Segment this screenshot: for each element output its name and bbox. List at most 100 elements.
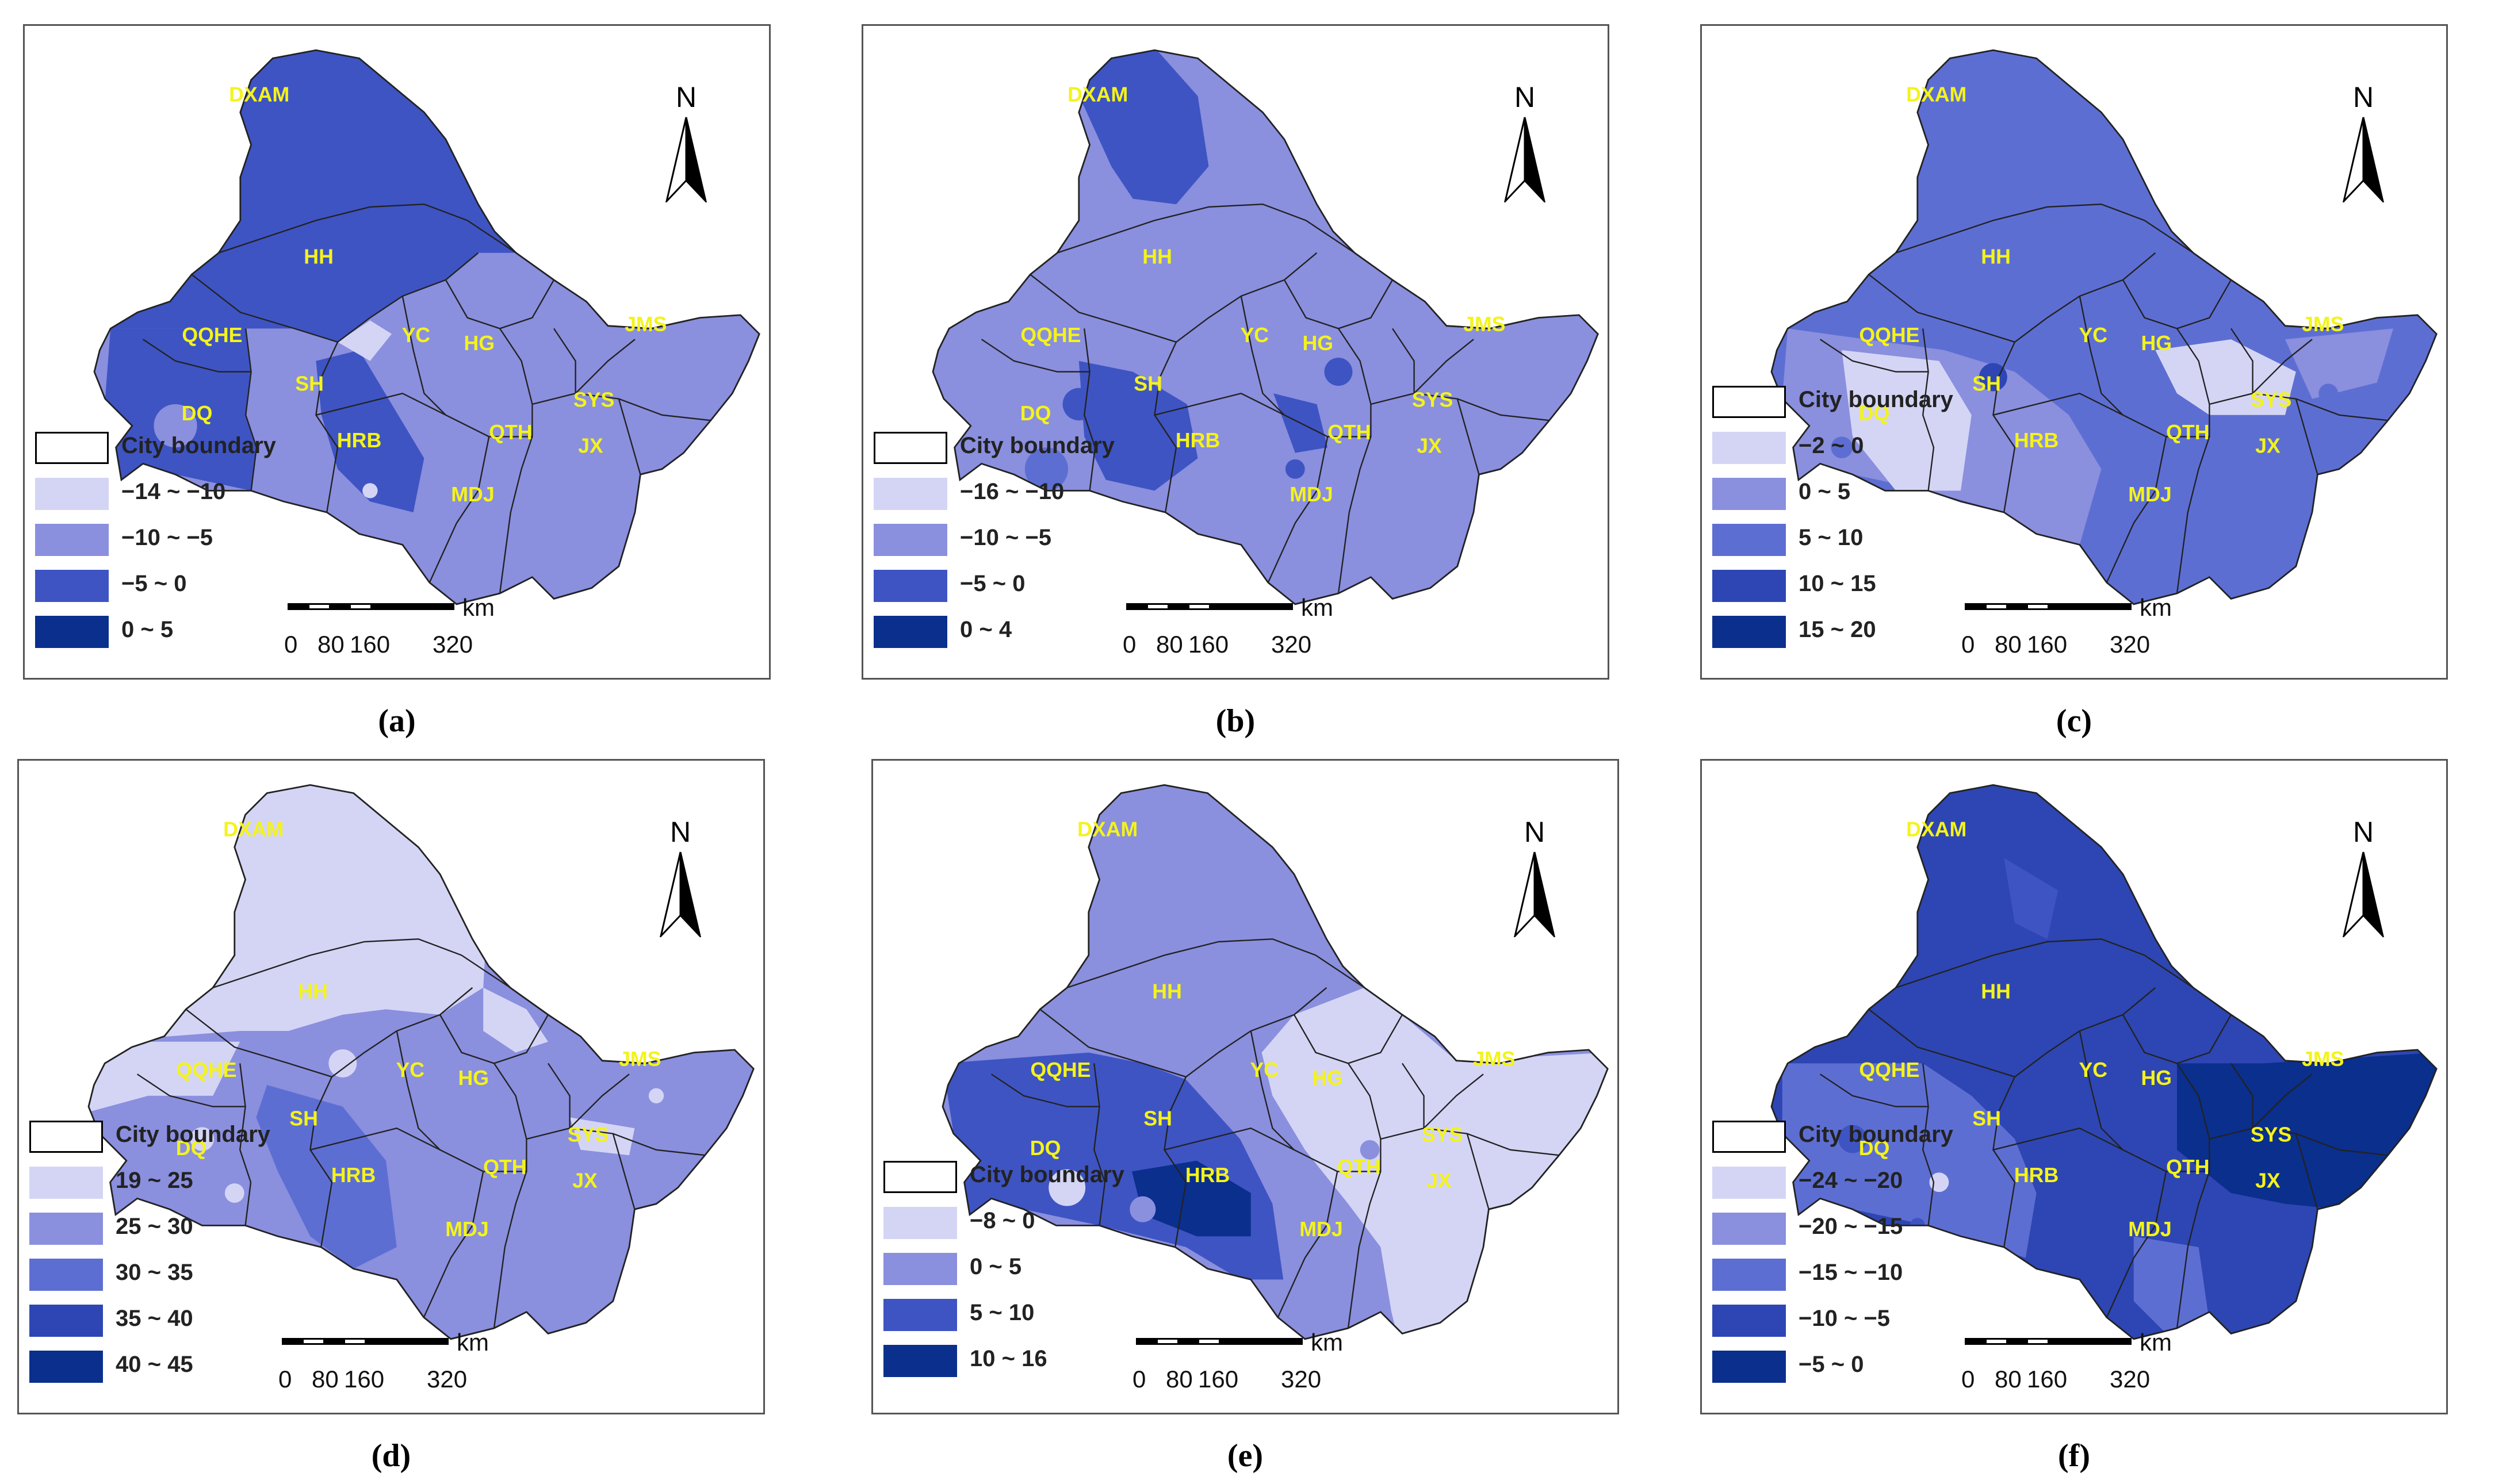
- legend-item: 15 ~ 20: [1712, 612, 2011, 648]
- value-spot: [648, 1088, 664, 1103]
- city-boundary-line: [316, 392, 533, 438]
- legend-swatch: [29, 1351, 103, 1383]
- map-panel-a: DXAM HH QQHE YC HG JMS SH DQ SYS HRB QTH JX MDJ N City…: [23, 24, 771, 739]
- city-label: HH: [1142, 246, 1172, 269]
- legend-swatch: [883, 1345, 957, 1377]
- city-label: MDJ: [1290, 483, 1333, 506]
- city-label: DQ: [1859, 402, 1890, 425]
- legend-label: −10 ~ −5: [1799, 1306, 1891, 1331]
- province-outline: [93, 49, 760, 605]
- city-boundary-line: [1423, 1073, 1484, 1129]
- scale-tick-label: 160: [1198, 1366, 1239, 1393]
- city-boundary-line: [2176, 328, 2210, 594]
- legend-label: 5 ~ 10: [970, 1300, 1035, 1325]
- city-label: QQHE: [1859, 324, 1919, 347]
- value-spot: [1360, 1140, 1380, 1160]
- city-label: DQ: [1030, 1137, 1061, 1160]
- city-label: MDJ: [2128, 1218, 2171, 1241]
- city-boundary-line: [1267, 436, 1329, 583]
- scale-tick-label: 320: [433, 631, 473, 658]
- map-panel-f: DXAM HH QQHE YC HG JMS SH DQ SYS HRB QTH JX MDJ N City…: [1700, 759, 2448, 1474]
- city-label: SH: [1972, 373, 2001, 396]
- legend-swatch: [1712, 1259, 1786, 1291]
- city-boundary-line: [1277, 1171, 1338, 1318]
- scale-unit: km: [2140, 594, 2172, 621]
- legend-item-city-boundary: City boundary: [1712, 382, 2011, 418]
- city-label: QQHE: [1020, 324, 1081, 347]
- legend-swatch: [35, 616, 109, 648]
- legend-label: −2 ~ 0: [1799, 433, 1864, 458]
- city-label: HRB: [2014, 429, 2058, 452]
- legend-item: 10 ~ 16: [883, 1341, 1183, 1377]
- value-zone: [483, 987, 549, 1053]
- city-boundary-line: [1093, 1063, 1106, 1226]
- city-boundary-line: [2014, 987, 2156, 1077]
- north-letter: N: [669, 816, 691, 848]
- scale-bar: 0 80 160 320 km: [1961, 594, 2228, 664]
- city-boundary-line: [218, 204, 516, 254]
- scale-tick-label: 160: [2027, 1366, 2068, 1393]
- scale-bar-graphic: [1965, 603, 2132, 610]
- legend-item: 30 ~ 35: [29, 1255, 328, 1291]
- value-spot: [152, 365, 177, 389]
- city-label: MDJ: [1299, 1218, 1342, 1241]
- city-boundary-line: [1456, 398, 1480, 475]
- city-boundary-line: [1347, 1063, 1382, 1329]
- city-boundary-line: [1283, 279, 1394, 329]
- map-panel-b: DXAM HH QQHE YC HG JMS SH DQ SYS HRB QTH JX MDJ N City…: [862, 24, 1609, 739]
- value-spot: [2318, 384, 2339, 404]
- value-spot: [362, 483, 378, 498]
- legend-item: 40 ~ 45: [29, 1347, 328, 1383]
- city-boundary-line: [1066, 938, 1365, 988]
- city-boundary-line: [185, 1008, 332, 1078]
- legend-swatch: [1712, 1213, 1786, 1245]
- city-boundary-line: [493, 1063, 527, 1329]
- city-boundary-line: [1337, 328, 1372, 594]
- city-label: YC: [401, 324, 430, 347]
- province-map: DXAM HH QQHE YC HG JMS SH DQ SYS HRB QTH JX MDJ: [932, 49, 1599, 605]
- city-label: DXAM: [1077, 818, 1138, 841]
- city-label: HG: [1312, 1067, 1343, 1090]
- legend-swatch: [1712, 616, 1786, 648]
- city-label: HH: [1981, 980, 2011, 1003]
- city-boundary-line: [1084, 328, 1096, 491]
- scale-tick-label: 0: [1961, 631, 1975, 658]
- north-arrow: N: [657, 80, 715, 213]
- scale-bar: 0 80 160 320 km: [1132, 1329, 1399, 1399]
- value-zone: [338, 320, 392, 361]
- scale-tick-label: 80: [1166, 1366, 1193, 1393]
- legend-item: 25 ~ 30: [29, 1209, 328, 1245]
- north-arrow-icon: [665, 117, 707, 202]
- city-label: HH: [298, 980, 328, 1003]
- value-zone: [1057, 50, 1209, 205]
- city-label: HH: [1152, 980, 1182, 1003]
- city-boundary-line: [1240, 296, 1285, 416]
- value-zone: [89, 785, 495, 1042]
- province-map: DXAM HH QQHE YC HG JMS SH DQ SYS HRB QTH JX MDJ: [942, 784, 1609, 1340]
- legend-label: 10 ~ 16: [970, 1346, 1047, 1371]
- city-boundary-line: [553, 328, 576, 394]
- legend-label: −8 ~ 0: [970, 1208, 1035, 1233]
- legend-swatch: [1712, 570, 1786, 602]
- city-label: DXAM: [223, 818, 284, 841]
- north-letter: N: [2352, 816, 2374, 848]
- legend-label: −14 ~ −10: [121, 479, 226, 504]
- legend-item: −2 ~ 0: [1712, 428, 2011, 464]
- city-boundary-line: [2106, 436, 2167, 583]
- city-boundary-line: [990, 1073, 1100, 1107]
- city-boundary-line: [212, 938, 511, 988]
- scale-bar: 0 80 160 320 km: [1961, 1329, 2228, 1399]
- legend-swatch: [874, 432, 947, 464]
- province-outline: [932, 49, 1599, 605]
- city-boundary-line: [1466, 1133, 1490, 1210]
- legend-swatch: [29, 1167, 103, 1199]
- legend-item: −24 ~ −20: [1712, 1163, 2011, 1199]
- city-boundary-line: [239, 1063, 252, 1226]
- city-label: QQHE: [176, 1059, 236, 1082]
- legend-swatch: [874, 524, 947, 556]
- city-boundary-line: [548, 1063, 571, 1129]
- map-panel-d: DXAM HH QQHE YC HG JMS SH DQ SYS HRB QTH JX MDJ N City…: [17, 759, 765, 1474]
- legend-swatch: [1712, 1167, 1786, 1199]
- value-spot: [190, 1127, 215, 1151]
- value-spot: [328, 1049, 357, 1077]
